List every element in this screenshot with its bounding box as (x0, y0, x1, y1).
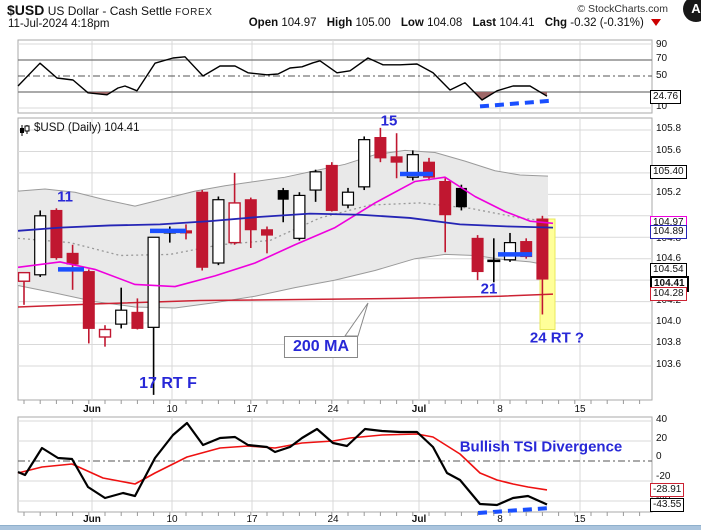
x-axis-label: 17 (246, 514, 258, 525)
main-panel-label: $USD (Daily) 104.41 (34, 122, 140, 134)
low-value: 104.08 (427, 17, 463, 29)
y-axis-tick-label: 90 (656, 39, 668, 50)
chart-datetime: 11-Jul-2024 4:18pm (8, 18, 110, 30)
x-axis-label: 8 (497, 514, 503, 525)
open-label: Open (248, 17, 279, 29)
y-axis-tick-label: -20 (656, 471, 671, 482)
quote-strip: Open 104.97 High 105.00 Low 104.08 Last … (242, 17, 661, 29)
y-axis-value-box: -28.91 (650, 483, 685, 497)
y-axis-value-box: -43.55 (650, 498, 685, 512)
x-axis-label: 8 (497, 404, 503, 415)
y-axis-value-box: 104.54 (650, 263, 687, 277)
x-axis-label: 17 (246, 404, 258, 415)
x-axis-label: Jul (411, 514, 427, 525)
y-axis-tick-label: 105.6 (656, 145, 682, 156)
y-axis-tick-label: 0 (656, 451, 662, 462)
x-axis-label: 24 (327, 404, 339, 415)
y-axis-value-box: 105.40 (650, 165, 687, 179)
copyright-text: © StockCharts.com (577, 3, 668, 15)
y-axis-value-box: 104.89 (650, 225, 687, 239)
annotation-bullish-tsi-divergence: Bullish TSI Divergence (459, 438, 623, 456)
x-axis-label: 10 (166, 514, 178, 525)
x-axis-label: 24 (327, 514, 339, 525)
x-axis-label: 15 (574, 404, 586, 415)
chg-value: -0.32 (-0.31%) (570, 17, 644, 29)
y-axis-tick-label: 10 (656, 101, 668, 112)
y-axis-value-box: 104.28 (650, 287, 687, 301)
y-axis-tick-label: 105.2 (656, 187, 682, 198)
y-axis-tick-label: -40 (656, 492, 670, 504)
y-axis-tick-label: 50 (656, 70, 668, 81)
x-axis-label: Jun (83, 404, 101, 415)
x-axis-label: Jul (411, 404, 427, 415)
annotation-24-rt: 24 RT ? (529, 329, 585, 347)
chart-title: $USD US Dollar - Cash Settle FOREX (7, 2, 213, 18)
chg-label: Chg (544, 17, 568, 29)
y-axis-tick-label: 104.6 (656, 253, 682, 264)
y-axis-tick-label: 103.8 (656, 337, 682, 348)
y-axis-tick-label: 105.8 (656, 123, 682, 134)
high-value: 105.00 (355, 17, 391, 29)
y-axis-tick-label: 104.0 (656, 316, 682, 327)
annotation-15: 15 (380, 112, 398, 130)
y-axis-tick-label: 103.6 (656, 359, 682, 370)
symbol-description: US Dollar - Cash Settle (47, 4, 172, 18)
low-label: Low (400, 17, 424, 29)
high-label: High (326, 17, 353, 29)
x-axis-label: Jun (83, 514, 101, 525)
chg-down-triangle-icon (651, 19, 661, 26)
last-label: Last (472, 17, 497, 29)
annotation-21: 21 (480, 280, 498, 298)
annotation-17-rt-f: 17 RT F (139, 375, 197, 392)
last-value: 104.41 (499, 17, 535, 29)
exchange-label: FOREX (175, 7, 213, 18)
x-axis-label: 15 (574, 514, 586, 525)
y-axis-value-box: 24.76 (650, 90, 682, 104)
open-value: 104.97 (281, 17, 317, 29)
window-bottom-edge (0, 525, 701, 530)
annotation-11: 11 (57, 188, 73, 206)
annotation-200-ma-callout: 200 MA (283, 336, 359, 358)
candlestick-chart-icon (19, 123, 30, 141)
y-axis-tick-label: 20 (656, 433, 668, 444)
y-axis-tick-label: 40 (656, 414, 668, 425)
y-axis-tick-label: 70 (656, 53, 668, 64)
symbol: $USD (7, 2, 45, 18)
logo-badge-icon[interactable]: A (683, 0, 701, 22)
x-axis-label: 10 (166, 404, 178, 415)
